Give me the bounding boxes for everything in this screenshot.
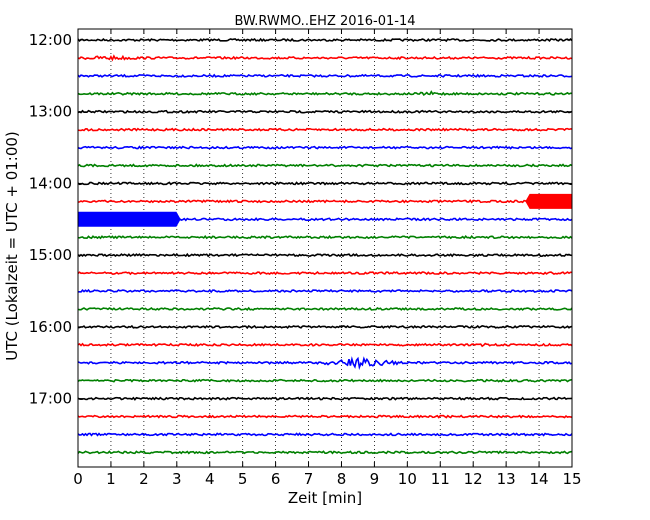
trace-line: [77, 37, 573, 43]
trace-1630: [77, 356, 573, 371]
x-tick-label: 3: [172, 470, 182, 488]
y-tick-label: 16:00: [29, 318, 72, 336]
saturated-event: [525, 193, 573, 209]
trace-1330: [77, 145, 573, 150]
y-tick-label: 17:00: [29, 390, 72, 408]
x-axis-label: Zeit [min]: [288, 489, 362, 507]
trace-line: [77, 109, 573, 114]
x-tick-label: 2: [139, 470, 149, 488]
x-tick-label: 7: [304, 470, 314, 488]
x-tick-label: 14: [530, 470, 549, 488]
trace-1430: [77, 211, 573, 227]
x-tick-label: 11: [431, 470, 450, 488]
trace-line: [77, 235, 573, 240]
trace-line: [77, 54, 573, 62]
x-tick-label: 9: [370, 470, 380, 488]
y-axis-label: UTC (Lokalzeit = UTC + 01:00): [3, 131, 21, 361]
trace-line: [77, 414, 573, 419]
trace-1615: [77, 342, 573, 348]
trace-1715: [77, 414, 573, 419]
trace-1645: [77, 378, 573, 383]
trace-1515: [77, 271, 573, 276]
saturated-event: [77, 211, 181, 227]
trace-line: [77, 356, 573, 371]
trace-line: [77, 199, 573, 204]
y-tick-label: 15:00: [29, 246, 72, 264]
x-tick-label: 13: [497, 470, 516, 488]
trace-line: [77, 378, 573, 383]
seismogram-traces: [77, 37, 573, 455]
x-tick-label: 12: [464, 470, 483, 488]
x-tick-label: 10: [398, 470, 417, 488]
trace-1315: [77, 127, 573, 132]
trace-line: [77, 450, 573, 455]
trace-1730: [77, 432, 573, 437]
trace-1445: [77, 235, 573, 240]
trace-1300: [77, 109, 573, 114]
trace-line: [77, 145, 573, 150]
y-tick-label: 12:00: [29, 31, 72, 49]
trace-1215: [77, 54, 573, 62]
trace-line: [77, 271, 573, 276]
x-tick-label: 15: [562, 470, 581, 488]
plot-frame: [77, 28, 573, 468]
trace-1530: [77, 288, 573, 294]
trace-1415: [77, 193, 573, 209]
trace-1230: [77, 73, 573, 78]
trace-line: [77, 342, 573, 348]
trace-1200: [77, 37, 573, 43]
x-tick-label: 5: [238, 470, 248, 488]
trace-1700: [77, 396, 573, 401]
trace-1745: [77, 450, 573, 455]
trace-line: [77, 252, 573, 258]
trace-1600: [77, 324, 573, 330]
y-tick-label: 13:00: [29, 103, 72, 121]
x-tick-label: 0: [73, 470, 83, 488]
trace-line: [77, 90, 573, 97]
x-tick-label: 4: [205, 470, 215, 488]
y-tick-label: 14:00: [29, 174, 72, 192]
trace-line: [77, 163, 573, 168]
trace-line: [77, 288, 573, 294]
trace-1245: [77, 90, 573, 97]
trace-line: [77, 127, 573, 132]
trace-1545: [77, 306, 573, 311]
trace-line: [77, 73, 573, 78]
x-tick-label: 1: [106, 470, 116, 488]
trace-1500: [77, 252, 573, 258]
trace-1400: [77, 181, 573, 186]
axis-ticks: 0 1 2 3 4 5 6 7 8 9 10 11 12 13 14 1512:0013:0014:0015:…: [29, 29, 582, 488]
x-tick-label: 8: [337, 470, 347, 488]
trace-line: [77, 306, 573, 311]
trace-1345: [77, 163, 573, 168]
trace-line: [77, 432, 573, 437]
x-tick-label: 6: [271, 470, 281, 488]
trace-line: [77, 324, 573, 330]
chart-title: BW.RWMO..EHZ 2016-01-14: [234, 14, 415, 29]
trace-line: [77, 396, 573, 401]
trace-line: [77, 181, 573, 186]
